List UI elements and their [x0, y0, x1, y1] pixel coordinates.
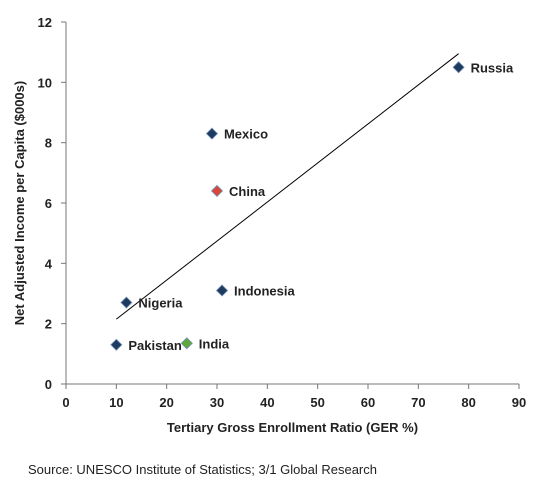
scatter-chart: 0 10 20 30 40 50 60 70 80 90 0 2 4 6 8 10 12 Russia Mexic… [12, 15, 527, 435]
x-tick-label: 70 [411, 395, 425, 410]
data-point [210, 184, 224, 197]
data-point [110, 338, 123, 351]
point-label: China [229, 184, 266, 199]
data-point [215, 284, 229, 297]
x-tick-label: 20 [159, 395, 173, 410]
y-tick-label: 8 [45, 136, 52, 151]
source-note: Source: UNESCO Institute of Statistics; … [28, 462, 377, 477]
x-axis-title: Tertiary Gross Enrollment Ratio (GER %) [167, 420, 418, 435]
y-tick-label: 4 [45, 256, 53, 271]
y-tick-label: 6 [45, 196, 52, 211]
point-label: Pakistan [128, 338, 182, 353]
x-tick-label: 90 [512, 395, 526, 410]
x-tick-label: 30 [210, 395, 224, 410]
x-tick-label: 60 [361, 395, 375, 410]
y-tick-label: 0 [45, 377, 52, 392]
x-tick-label: 80 [461, 395, 475, 410]
data-points [110, 61, 465, 351]
data-point [180, 337, 193, 350]
x-tick-label: 40 [260, 395, 274, 410]
data-point [205, 127, 219, 140]
point-labels: Russia Mexico China Indonesia Nigeria India Pa… [128, 60, 514, 353]
trendline [116, 53, 459, 320]
y-tick-label: 2 [45, 317, 52, 332]
y-tick-label: 10 [38, 75, 52, 90]
point-label: India [199, 336, 230, 351]
point-label: Mexico [224, 127, 268, 142]
point-label: Indonesia [234, 283, 295, 298]
y-tick-label: 12 [38, 15, 52, 30]
x-tick-label: 10 [109, 395, 123, 410]
point-label: Russia [471, 60, 514, 75]
axes [61, 21, 520, 389]
y-axis-title: Net Adjusted Income per Capita ($000s) [12, 81, 27, 325]
x-tick-label: 50 [310, 395, 324, 410]
x-tick-label: 0 [62, 395, 69, 410]
point-label: Nigeria [138, 296, 183, 311]
tick-labels: 0 10 20 30 40 50 60 70 80 90 0 2 4 6 8 10 12 [38, 15, 527, 410]
data-point [120, 296, 133, 309]
data-point [452, 61, 465, 74]
